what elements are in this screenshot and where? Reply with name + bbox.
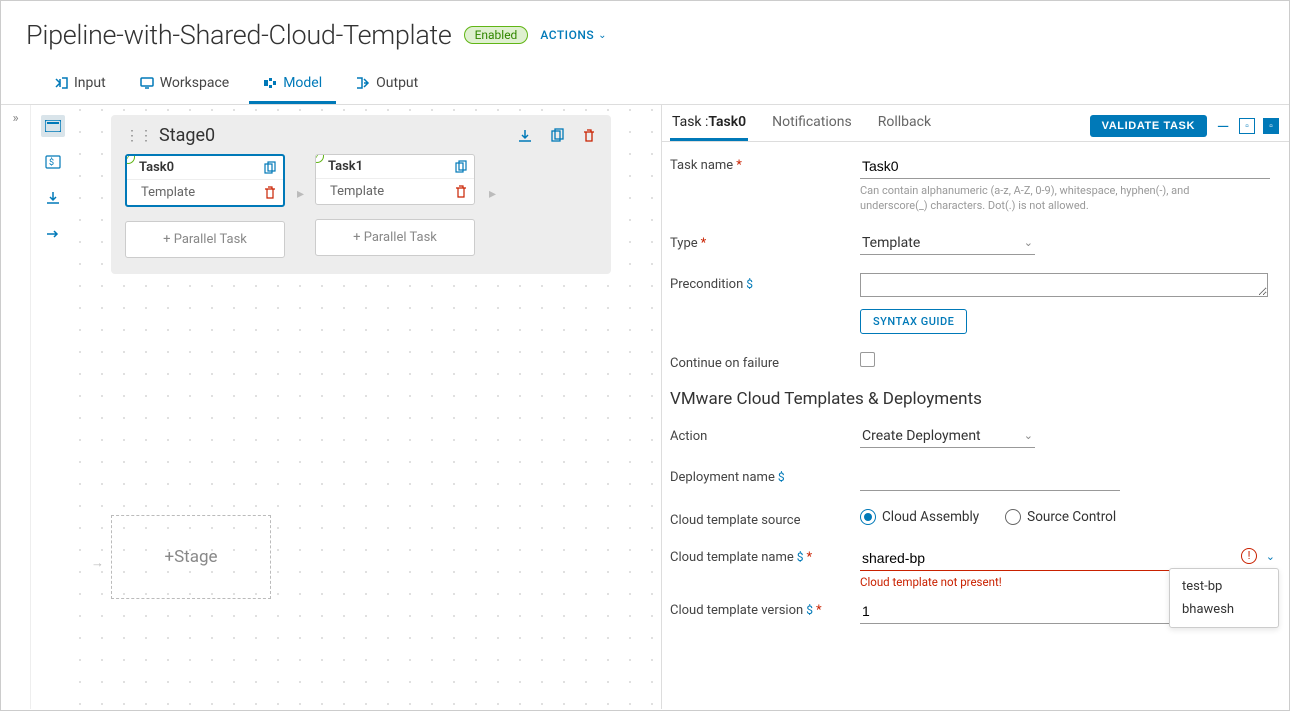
panel-tab-notifications[interactable]: Notifications — [770, 111, 854, 141]
error-icon: ! — [1241, 548, 1257, 564]
connector-arrow-icon: ▸ — [297, 186, 304, 202]
delete-icon[interactable] — [581, 128, 597, 144]
toolbar-arrow-button[interactable] — [41, 223, 65, 245]
section-title: VMware Cloud Templates & Deployments — [670, 389, 1275, 409]
task-name-label: Task0 — [133, 160, 174, 175]
restore-icon[interactable]: ▫ — [1239, 118, 1255, 134]
tab-output[interactable]: Output — [342, 69, 432, 104]
template-version-label: Cloud template version$* — [670, 599, 860, 618]
action-select[interactable]: Create Deployment ⌄ — [860, 425, 1035, 448]
maximize-icon[interactable]: ▫ — [1263, 118, 1279, 134]
input-icon — [54, 76, 68, 90]
model-icon — [263, 76, 277, 90]
task-type-label: Template — [322, 184, 384, 199]
output-icon — [356, 76, 370, 90]
panel-tab-task[interactable]: Task :Task0 — [670, 111, 748, 141]
add-stage-button[interactable]: +Stage — [111, 515, 271, 599]
chevron-down-icon: ⌄ — [1024, 236, 1033, 249]
connector-arrow-icon: ▸ — [489, 186, 496, 202]
actions-menu[interactable]: ACTIONS ⌄ — [540, 28, 607, 42]
task-card-task0[interactable]: ✓ Task0 Template — [125, 154, 285, 207]
task-name-input[interactable] — [860, 154, 1270, 179]
chevron-down-icon: ⌄ — [1024, 429, 1033, 442]
drag-handle-icon[interactable]: ⋮⋮ — [125, 128, 153, 144]
dropdown-option[interactable]: test-bp — [1170, 575, 1278, 598]
download-icon[interactable] — [517, 128, 533, 144]
continue-on-failure-checkbox[interactable] — [860, 352, 875, 367]
task-name-hint: Can contain alphanumeric (a-z, A-Z, 0-9)… — [860, 183, 1240, 214]
validate-task-button[interactable]: VALIDATE TASK — [1090, 115, 1207, 137]
workspace-icon — [140, 76, 154, 90]
deployment-name-input[interactable] — [860, 466, 1120, 491]
page-title: Pipeline-with-Shared-Cloud-Template — [26, 19, 452, 51]
chevron-right-icon: » — [12, 111, 18, 126]
precondition-label: Precondition$ — [670, 273, 860, 292]
task-name-label: Task name* — [670, 154, 860, 173]
stage-card[interactable]: ⋮⋮ Stage0 ✓ Task0 — [111, 115, 611, 274]
copy-icon[interactable] — [263, 161, 277, 175]
delete-icon[interactable] — [454, 185, 468, 199]
add-parallel-task-button[interactable]: + Parallel Task — [315, 219, 475, 256]
delete-icon[interactable] — [263, 186, 277, 200]
copy-icon[interactable] — [549, 128, 565, 144]
toolbar-download-button[interactable] — [41, 187, 65, 209]
radio-cloud-assembly[interactable]: Cloud Assembly — [860, 509, 979, 525]
radio-on-icon — [860, 509, 876, 525]
pipeline-canvas[interactable]: ⋮⋮ Stage0 ✓ Task0 — [75, 105, 661, 709]
task-card-task1[interactable]: ✓ Task1 Template — [315, 154, 475, 205]
precondition-input[interactable] — [860, 273, 1268, 297]
copy-icon[interactable] — [454, 160, 468, 174]
tab-workspace[interactable]: Workspace — [126, 69, 244, 104]
template-name-dropdown[interactable]: test-bp bhawesh — [1169, 568, 1279, 628]
chevron-down-icon: ⌄ — [598, 30, 607, 41]
dropdown-option[interactable]: bhawesh — [1170, 598, 1278, 621]
task-name-label: Task1 — [322, 159, 363, 174]
task-type-label: Template — [133, 185, 195, 200]
deployment-name-label: Deployment name$ — [670, 466, 860, 485]
stage-title: Stage0 — [159, 125, 517, 146]
template-source-label: Cloud template source — [670, 509, 860, 528]
status-badge: Enabled — [464, 26, 529, 44]
template-name-label: Cloud template name$* — [670, 546, 860, 565]
type-label: Type* — [670, 232, 860, 251]
continue-on-failure-label: Continue on failure — [670, 352, 860, 371]
tab-input[interactable]: Input — [40, 69, 120, 104]
radio-source-control[interactable]: Source Control — [1005, 509, 1116, 525]
chevron-down-icon[interactable]: ⌄ — [1266, 550, 1275, 563]
expand-sidebar-button[interactable]: » — [1, 105, 31, 709]
toolbar-view-button[interactable] — [41, 115, 65, 137]
radio-off-icon — [1005, 509, 1021, 525]
tab-model[interactable]: Model — [249, 69, 336, 104]
toolbar-variable-button[interactable]: $ — [41, 151, 65, 173]
action-label: Action — [670, 425, 860, 444]
type-select[interactable]: Template ⌄ — [860, 232, 1035, 255]
syntax-guide-button[interactable]: SYNTAX GUIDE — [860, 309, 967, 334]
minimize-icon[interactable]: — — [1215, 118, 1231, 134]
add-parallel-task-button[interactable]: + Parallel Task — [125, 221, 285, 258]
svg-text:$: $ — [49, 157, 54, 168]
arrow-right-icon: → — [91, 555, 104, 571]
panel-tab-rollback[interactable]: Rollback — [876, 111, 933, 141]
